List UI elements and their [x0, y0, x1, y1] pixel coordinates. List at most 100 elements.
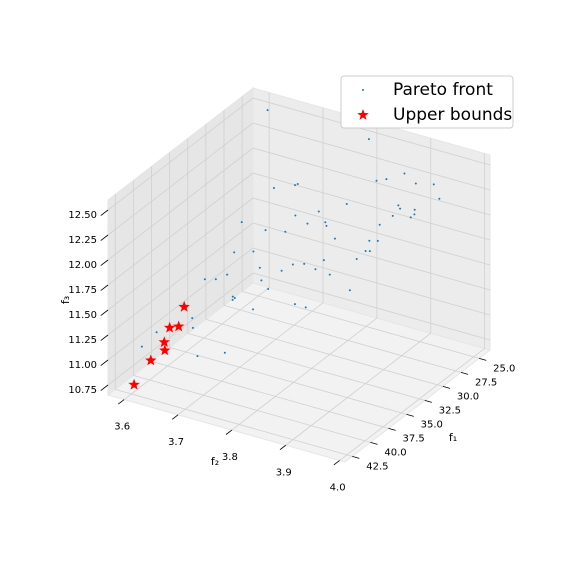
z-tick-label: 12.00: [68, 260, 97, 271]
x-tick-label: 40.0: [384, 447, 406, 458]
grid-line: [107, 172, 254, 286]
grid-line: [252, 147, 491, 216]
grid-line: [252, 197, 491, 266]
x-tick-label: 30.0: [457, 391, 479, 402]
tick-mark: [460, 372, 469, 375]
legend-label: Upper bounds: [393, 105, 512, 125]
point: [413, 213, 416, 216]
point: [414, 182, 417, 185]
tick-mark: [370, 442, 378, 445]
point: [231, 295, 234, 298]
z-tick-label: 11.50: [68, 310, 97, 321]
point: [397, 204, 400, 207]
point: [214, 278, 217, 281]
point: [432, 183, 435, 186]
point: [368, 250, 371, 253]
point: [322, 259, 325, 262]
point: [328, 273, 331, 276]
point: [294, 214, 297, 217]
point: [325, 224, 328, 227]
point: [376, 239, 379, 242]
grid-line: [151, 361, 389, 429]
z-tick-label: 10.75: [68, 385, 97, 396]
point: [314, 268, 317, 271]
grid-line: [115, 389, 353, 457]
z-axis-label: f₃: [59, 296, 72, 304]
point: [367, 138, 370, 141]
tick-mark: [352, 456, 360, 459]
point: [252, 250, 255, 253]
star-marker: [163, 321, 176, 333]
point: [333, 237, 336, 240]
tick-mark: [479, 358, 487, 361]
legend-box: [340, 75, 514, 129]
point: [324, 221, 327, 224]
point: [438, 197, 441, 200]
z-tick-label: 11.25: [68, 335, 97, 346]
tick-mark: [406, 414, 414, 417]
point: [317, 210, 320, 213]
y-axis-label: f₂: [211, 455, 219, 468]
point: [296, 182, 299, 185]
grid-line: [107, 122, 254, 236]
point: [306, 222, 309, 225]
point: [355, 258, 358, 261]
point: [266, 109, 269, 112]
tick-mark: [100, 384, 109, 391]
grid-line: [252, 172, 491, 241]
z-tick-label: 12.25: [68, 235, 97, 246]
point: [223, 351, 226, 354]
x-tick-label: 25.0: [493, 363, 515, 374]
point: [303, 262, 306, 265]
point: [294, 184, 297, 187]
grid-line: [177, 302, 324, 416]
point: [293, 303, 296, 306]
z-tick-label: 11.75: [68, 285, 97, 296]
point: [191, 326, 194, 329]
star-marker: [178, 300, 190, 312]
point: [272, 186, 275, 189]
point: [385, 178, 388, 181]
grid-line: [133, 375, 371, 443]
tick-mark: [100, 334, 109, 341]
tick-mark: [100, 284, 109, 291]
y-tick-label: 3.6: [114, 422, 130, 433]
grid-line: [107, 222, 254, 336]
tick-mark: [100, 209, 109, 216]
point: [345, 202, 348, 205]
point: [364, 249, 367, 252]
point: [203, 278, 206, 281]
point: [304, 306, 307, 309]
y-tick-label: 3.9: [276, 467, 292, 478]
point: [258, 266, 261, 269]
point: [362, 89, 364, 91]
point: [233, 297, 236, 300]
tick-mark: [333, 460, 340, 466]
grid-line: [252, 247, 491, 316]
point: [231, 298, 234, 301]
tick-mark: [100, 234, 109, 241]
grid-line: [169, 347, 407, 415]
grid-line: [252, 222, 491, 291]
tick-mark: [171, 414, 179, 420]
grid-line: [187, 333, 425, 401]
legend-label: Pareto front: [393, 80, 493, 100]
tick-mark: [442, 386, 451, 389]
star-marker: [159, 344, 171, 356]
grid-line: [107, 247, 254, 361]
point: [375, 179, 378, 182]
grid-line: [107, 197, 254, 311]
x-tick-label: 35.0: [421, 419, 443, 430]
star-marker: [173, 320, 185, 332]
tick-mark: [225, 429, 233, 435]
x-tick-label: 32.5: [439, 405, 461, 416]
star-marker: [158, 336, 170, 348]
point: [280, 269, 283, 272]
z-tick-label: 11.00: [68, 360, 97, 371]
point: [399, 207, 402, 210]
tick-mark: [100, 359, 109, 366]
grid-line: [231, 317, 378, 431]
point: [140, 345, 143, 348]
tick-mark: [118, 399, 125, 405]
